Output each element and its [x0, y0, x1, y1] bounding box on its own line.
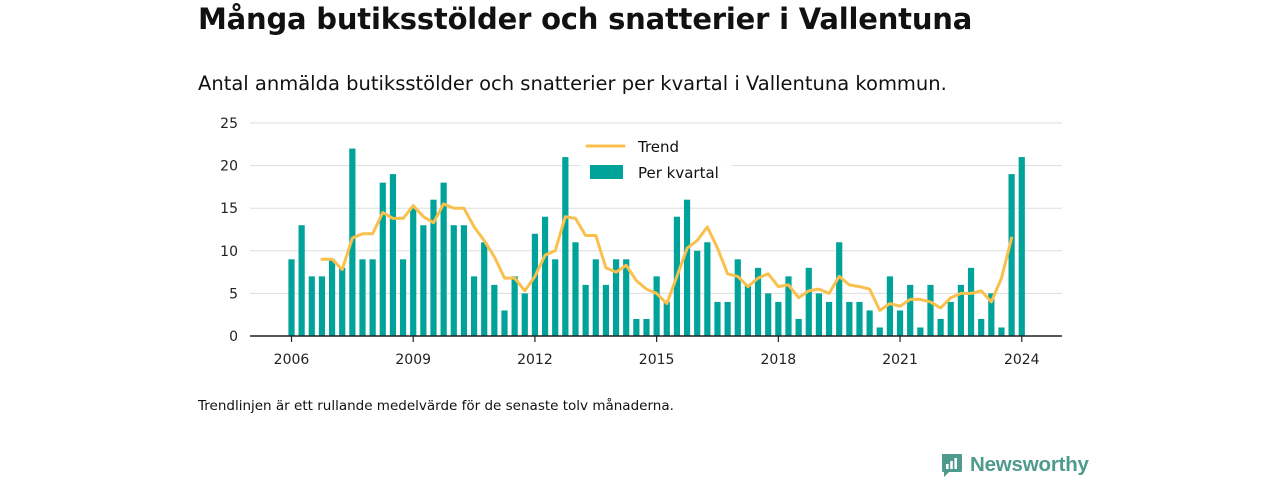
bar	[785, 276, 792, 336]
bar	[866, 310, 873, 336]
bar	[298, 225, 305, 336]
bar	[744, 284, 752, 336]
bar	[339, 267, 346, 336]
bar	[288, 259, 295, 336]
bar	[754, 267, 762, 336]
footnote: Trendlinjen är ett rullande medelvärde f…	[198, 398, 674, 414]
bar	[308, 276, 315, 336]
bar	[805, 267, 812, 336]
bar	[562, 157, 569, 336]
x-tick-label: 2021	[882, 352, 918, 368]
y-tick-label: 5	[229, 286, 238, 302]
bar	[420, 225, 427, 336]
brand-logo[interactable]: Newsworthy	[940, 451, 1089, 479]
bar	[683, 199, 691, 336]
bar	[470, 276, 478, 336]
bar	[846, 301, 853, 336]
bar	[704, 242, 711, 336]
bar	[592, 259, 599, 336]
bar	[612, 259, 620, 336]
bar	[907, 284, 914, 336]
bar	[1018, 157, 1025, 336]
brand-name: Newsworthy	[970, 453, 1089, 476]
bar	[491, 284, 498, 336]
bar	[328, 259, 336, 336]
bar	[896, 310, 904, 336]
trend-line	[320, 202, 1014, 312]
bar	[450, 225, 457, 336]
bar	[511, 276, 518, 336]
bar	[714, 301, 721, 336]
legend-bar-swatch	[590, 165, 623, 179]
bar	[856, 301, 863, 336]
bar	[957, 284, 965, 336]
chart-area: 0 5 10 15 20 25 2006 2009 2012 2015 2018 2021 2024 Tr…	[220, 116, 1062, 368]
bar	[572, 242, 579, 336]
y-tick-label: 25	[220, 116, 238, 132]
x-tick-label: 2009	[395, 352, 431, 368]
bar	[602, 284, 610, 336]
x-tick-label: 2012	[517, 352, 553, 368]
chart-subtitle: Antal anmälda butiksstölder och snatteri…	[198, 72, 947, 95]
bar	[663, 301, 670, 336]
bar	[825, 301, 833, 336]
bar	[531, 233, 539, 336]
bar	[967, 267, 975, 336]
bar	[978, 318, 985, 336]
bar	[988, 293, 995, 336]
bar	[481, 242, 488, 336]
y-tick-label: 0	[229, 329, 238, 345]
bar	[765, 293, 772, 336]
y-tick-label: 20	[220, 159, 238, 175]
bar	[501, 310, 508, 336]
bar	[582, 284, 589, 336]
bar	[795, 318, 802, 336]
legend-label-per-kvartal: Per kvartal	[638, 164, 719, 182]
bar	[521, 293, 528, 336]
bar	[876, 327, 883, 336]
bar	[541, 216, 549, 336]
bar	[927, 284, 934, 336]
bar	[694, 250, 701, 336]
bar	[399, 259, 407, 336]
bar	[430, 199, 437, 336]
bar	[552, 259, 559, 336]
bar	[937, 318, 944, 336]
bar	[369, 259, 376, 336]
bar	[460, 225, 468, 336]
bar	[1008, 174, 1015, 336]
x-tick-label: 2024	[1004, 352, 1040, 368]
bar	[917, 327, 924, 336]
bar	[815, 293, 823, 336]
bar	[623, 259, 630, 336]
bar	[653, 276, 660, 336]
y-tick-label: 10	[220, 244, 238, 260]
bar	[318, 276, 326, 336]
y-tick-label: 15	[220, 201, 238, 217]
bar	[379, 182, 386, 336]
bar	[998, 327, 1005, 336]
x-tick-label: 2015	[639, 352, 675, 368]
bar	[886, 276, 894, 336]
chart-title: Många butiksstölder och snatterier i Val…	[198, 2, 973, 36]
bar	[359, 259, 366, 336]
legend-label-trend: Trend	[637, 138, 679, 156]
bar	[947, 301, 954, 336]
bar	[724, 301, 731, 336]
bar	[775, 301, 782, 336]
x-tick-label: 2018	[761, 352, 797, 368]
x-tick-label: 2006	[274, 352, 310, 368]
bar	[643, 318, 650, 336]
bar	[836, 242, 843, 336]
bar	[440, 182, 447, 336]
bar	[410, 208, 417, 336]
newsworthy-bar-chart-icon	[942, 454, 962, 477]
bar	[389, 174, 397, 336]
bar	[734, 259, 741, 336]
bar	[633, 318, 640, 336]
